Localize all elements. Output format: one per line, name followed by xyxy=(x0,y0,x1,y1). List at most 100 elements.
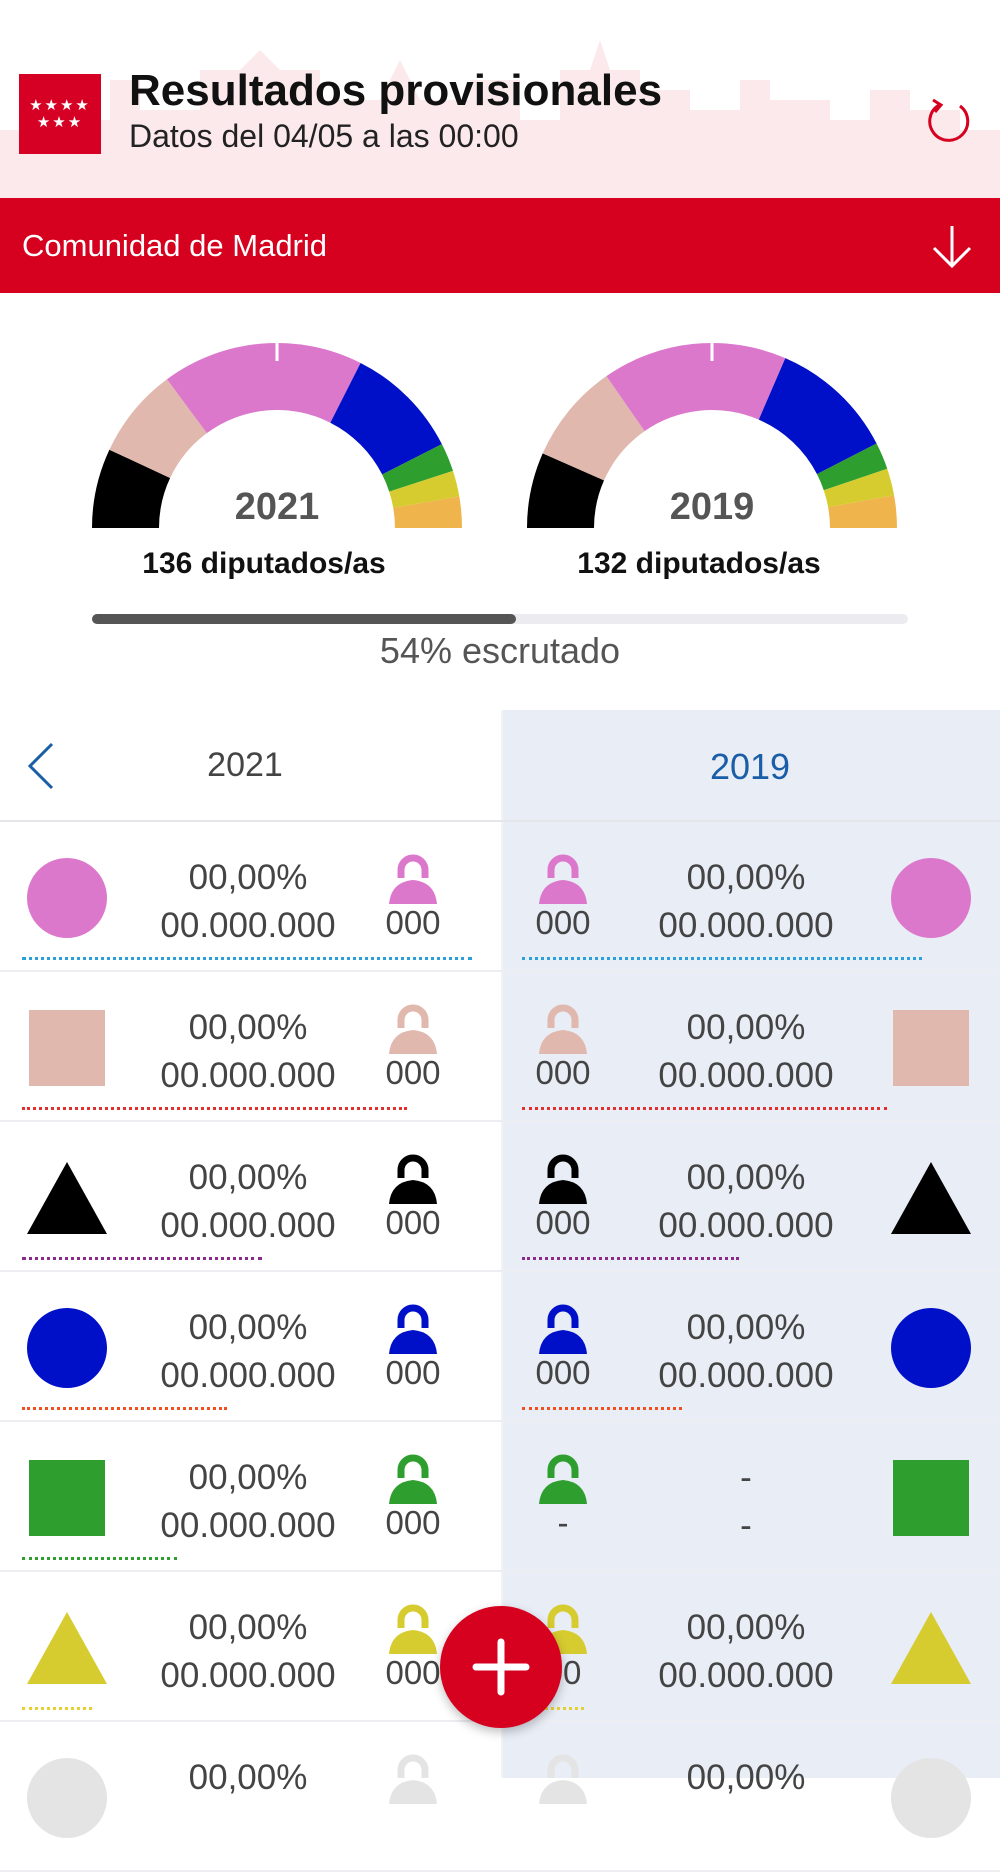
party-seats-2019: - xyxy=(557,1504,569,1541)
seat-lock-icon xyxy=(539,1004,587,1054)
party-percentage-2021: 00,00% xyxy=(188,1158,308,1197)
party-percentage-2019: 00,00% xyxy=(686,1308,806,1347)
party-circle-icon xyxy=(891,1308,971,1388)
party-circle-icon xyxy=(27,1308,107,1388)
party-votes-2019: 00.000.000 xyxy=(658,1656,834,1695)
party-underline xyxy=(522,1707,584,1710)
party-seats-2021: 000 xyxy=(385,1054,441,1091)
region-selector[interactable]: Comunidad de Madrid xyxy=(0,198,1000,293)
party-votes-2021: 00.000.000 xyxy=(160,906,336,945)
party-underline xyxy=(522,1407,682,1410)
party-triangle-icon xyxy=(891,1612,971,1684)
app-header: ★★★★ ★★★ Resultados provisionales Datos d… xyxy=(0,0,1000,198)
party-seats-2019: 000 xyxy=(535,1354,591,1391)
party-square-icon xyxy=(893,1010,969,1086)
party-underline xyxy=(22,1557,177,1560)
column-divider xyxy=(501,710,503,1778)
plus-icon xyxy=(472,1638,530,1696)
chevron-left-icon[interactable] xyxy=(22,740,58,792)
party-square-icon xyxy=(893,1460,969,1536)
tab-year-2021[interactable]: 2021 xyxy=(207,746,283,784)
party-triangle-icon xyxy=(27,1612,107,1684)
seat-lock-icon xyxy=(389,1754,437,1804)
scrutiny-progress-bar xyxy=(92,614,908,624)
seat-lock-icon xyxy=(389,1304,437,1354)
gauge-seats-2019: 132 diputados/as xyxy=(577,547,821,580)
scrutiny-progress-label: 54% escrutado xyxy=(379,630,621,671)
seat-lock-icon xyxy=(539,1454,587,1504)
party-row[interactable]: 00,00% 00.000.000 000 000 00,00% 00.000.000 xyxy=(0,972,1000,1122)
seat-lock-icon xyxy=(539,854,587,904)
party-votes-2019: 00.000.000 xyxy=(658,1206,834,1245)
party-percentage-2021: 00,00% xyxy=(188,1308,308,1347)
seat-lock-icon xyxy=(389,854,437,904)
party-votes-2021: 00.000.000 xyxy=(160,1206,336,1245)
party-circle-icon xyxy=(27,858,107,938)
party-seats-2021: 000 xyxy=(385,1354,441,1391)
party-votes-2021: 00.000.000 xyxy=(160,1356,336,1395)
arrow-down-icon[interactable] xyxy=(930,222,974,272)
stars-icon: ★★★★ ★★★ xyxy=(29,97,91,131)
party-circle-icon xyxy=(891,1758,971,1838)
refresh-icon[interactable] xyxy=(924,96,974,146)
party-row[interactable]: 00,00% 00.000.000 000 000 00,00% 00.000.000 xyxy=(0,1122,1000,1272)
party-row[interactable]: 00,00% 00.000.000 000 - - - xyxy=(0,1422,1000,1572)
seats-gauge-2019 xyxy=(527,343,897,528)
gauge-segment xyxy=(542,376,645,481)
data-timestamp: Datos del 04/05 a las 00:00 xyxy=(129,118,519,154)
scrutiny-progress-fill xyxy=(92,614,517,624)
gauge-segment xyxy=(816,443,888,491)
add-button[interactable] xyxy=(440,1606,562,1728)
seat-lock-icon xyxy=(389,1154,437,1204)
party-votes-2019: 00.000.000 xyxy=(658,906,834,945)
party-percentage-2019: 00,00% xyxy=(686,858,806,897)
party-percentage-2021: 00,00% xyxy=(188,1758,308,1797)
tab-year-2019[interactable]: 2019 xyxy=(709,746,791,787)
gauge-segment xyxy=(330,362,442,475)
gauge-segment xyxy=(109,379,207,479)
gauge-year-2021: 2021 xyxy=(234,486,320,528)
party-votes-2019: - xyxy=(740,1506,752,1545)
party-underline xyxy=(22,1107,407,1110)
year-tabs: 2021 2019 xyxy=(0,710,1000,822)
gauge-seats-2021: 136 diputados/as xyxy=(142,547,386,580)
gauge-segment xyxy=(758,358,877,475)
gauge-year-2019: 2019 xyxy=(669,486,755,528)
party-percentage-2021: 00,00% xyxy=(188,858,308,897)
party-percentage-2019: - xyxy=(740,1458,752,1497)
party-votes-2019: 00.000.000 xyxy=(658,1356,834,1395)
gauge-segment xyxy=(382,444,453,492)
party-percentage-2021: 00,00% xyxy=(188,1008,308,1047)
party-seats-2019: 000 xyxy=(535,1204,591,1241)
gauge-segment xyxy=(606,343,786,432)
party-row[interactable]: 00,00% 00.000.000 000 000 00,00% 00.000.000 xyxy=(0,1272,1000,1422)
party-square-icon xyxy=(29,1010,105,1086)
party-votes-2021: 00.000.000 xyxy=(160,1656,336,1695)
party-underline xyxy=(22,1257,262,1260)
party-seats-2021: 000 xyxy=(385,1654,441,1691)
madrid-stars-logo: ★★★★ ★★★ xyxy=(19,74,101,154)
party-underline xyxy=(22,957,472,960)
party-triangle-icon xyxy=(891,1162,971,1234)
party-percentage-2021: 00,00% xyxy=(188,1608,308,1647)
party-row[interactable]: 00,00% 00,00% xyxy=(0,1722,1000,1872)
seat-lock-icon xyxy=(389,1604,437,1654)
gauge-segment xyxy=(393,496,462,528)
gauge-segment xyxy=(823,468,895,508)
party-underline xyxy=(522,1107,887,1110)
party-votes-2021: 00.000.000 xyxy=(160,1056,336,1095)
gauge-segment xyxy=(828,495,897,528)
gauge-segment xyxy=(527,453,605,528)
seat-lock-icon xyxy=(539,1154,587,1204)
party-percentage-2021: 00,00% xyxy=(188,1458,308,1497)
party-percentage-2019: 00,00% xyxy=(686,1608,806,1647)
region-label: Comunidad de Madrid xyxy=(22,227,328,263)
party-row[interactable]: 00,00% 00.000.000 000 00 00,00% 00.000.000 xyxy=(0,1572,1000,1722)
party-votes-2019: 00.000.000 xyxy=(658,1056,834,1095)
party-row[interactable]: 00,00% 00.000.000 000 000 00,00% 00.000.000 xyxy=(0,822,1000,972)
party-underline xyxy=(522,1257,739,1260)
party-underline xyxy=(22,1707,92,1710)
city-skyline-background xyxy=(0,40,1000,198)
seat-lock-icon xyxy=(389,1004,437,1054)
party-seats-2021: 000 xyxy=(385,904,441,941)
